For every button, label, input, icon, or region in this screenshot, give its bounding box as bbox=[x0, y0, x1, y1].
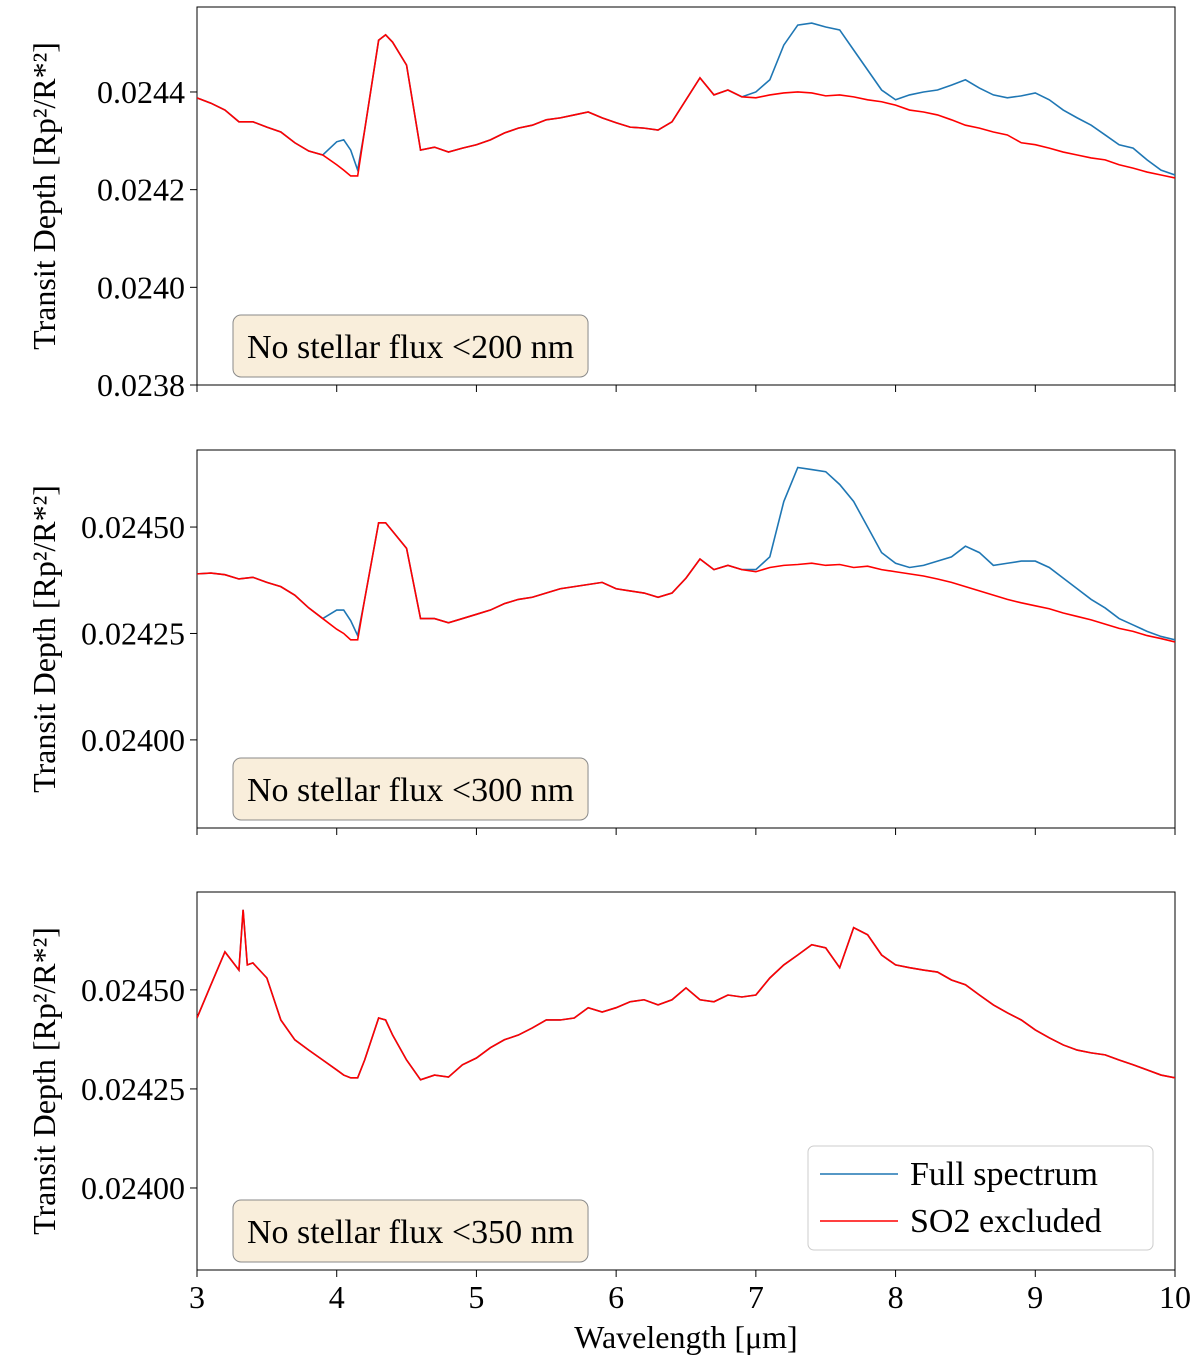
y-axis-label: Transit Depth [Rp²/R*²] bbox=[26, 927, 62, 1235]
x-tick-label: 5 bbox=[468, 1279, 484, 1315]
y-tick-label: 0.0244 bbox=[97, 74, 185, 110]
legend-box bbox=[807, 1145, 1154, 1251]
x-tick-label: 10 bbox=[1159, 1279, 1191, 1315]
x-tick-label: 3 bbox=[189, 1279, 205, 1315]
axes-frame bbox=[196, 6, 1176, 386]
y-tick-label: 0.02400 bbox=[81, 722, 185, 758]
x-tick-label: 6 bbox=[608, 1279, 624, 1315]
series-line bbox=[197, 33, 1175, 179]
subplot: 0.02400 0.02425 0.02450 3 4 5 6 7 8 9 10 Transit De… bbox=[26, 891, 1191, 1355]
x-tick-label: 7 bbox=[748, 1279, 764, 1315]
y-axis-label: Transit Depth [Rp²/R*²] bbox=[26, 42, 62, 350]
legend-label: SO2 excluded bbox=[910, 1203, 1102, 1240]
subplot: 0.02400 0.02425 0.02450 Transit Depth [Rp²/… bbox=[26, 449, 1176, 835]
annotation-text: No stellar flux <300 nm bbox=[247, 772, 574, 809]
annotation-box bbox=[232, 1199, 589, 1263]
annotation: No stellar flux <300 nm bbox=[232, 757, 589, 821]
annotation: No stellar flux <350 nm bbox=[232, 1199, 589, 1263]
y-tick-label: 0.02400 bbox=[81, 1170, 185, 1206]
y-tick-label: 0.02450 bbox=[81, 509, 185, 545]
x-tick-label: 8 bbox=[888, 1279, 904, 1315]
y-tick-label: 0.0238 bbox=[97, 367, 185, 403]
x-axis-label: Wavelength [μm] bbox=[574, 1319, 797, 1355]
annotation-box bbox=[232, 757, 589, 821]
series-line bbox=[197, 521, 1175, 643]
x-tick-label: 9 bbox=[1027, 1279, 1043, 1315]
subplot: 0.0238 0.0240 0.0242 0.0244 Transit Depth [R… bbox=[26, 6, 1176, 403]
legend: Full spectrum SO2 excluded bbox=[807, 1145, 1154, 1251]
y-tick-label: 0.02425 bbox=[81, 1071, 185, 1107]
legend-label: Full spectrum bbox=[910, 1156, 1098, 1193]
y-tick-label: 0.0240 bbox=[97, 269, 185, 305]
y-tick-label: 0.02425 bbox=[81, 615, 185, 651]
axes-frame bbox=[196, 449, 1176, 829]
annotation-text: No stellar flux <350 nm bbox=[247, 1214, 574, 1251]
series-line bbox=[197, 466, 1175, 641]
series-line bbox=[197, 909, 1175, 1081]
x-tick-label: 4 bbox=[329, 1279, 345, 1315]
y-tick-label: 0.02450 bbox=[81, 972, 185, 1008]
y-tick-label: 0.0242 bbox=[97, 172, 185, 208]
y-axis-label: Transit Depth [Rp²/R*²] bbox=[26, 485, 62, 793]
annotation-text: No stellar flux <200 nm bbox=[247, 329, 574, 366]
axes-frame bbox=[196, 891, 1176, 1271]
annotation-box bbox=[232, 314, 589, 378]
annotation: No stellar flux <200 nm bbox=[232, 314, 589, 378]
series-line bbox=[197, 909, 1175, 1081]
